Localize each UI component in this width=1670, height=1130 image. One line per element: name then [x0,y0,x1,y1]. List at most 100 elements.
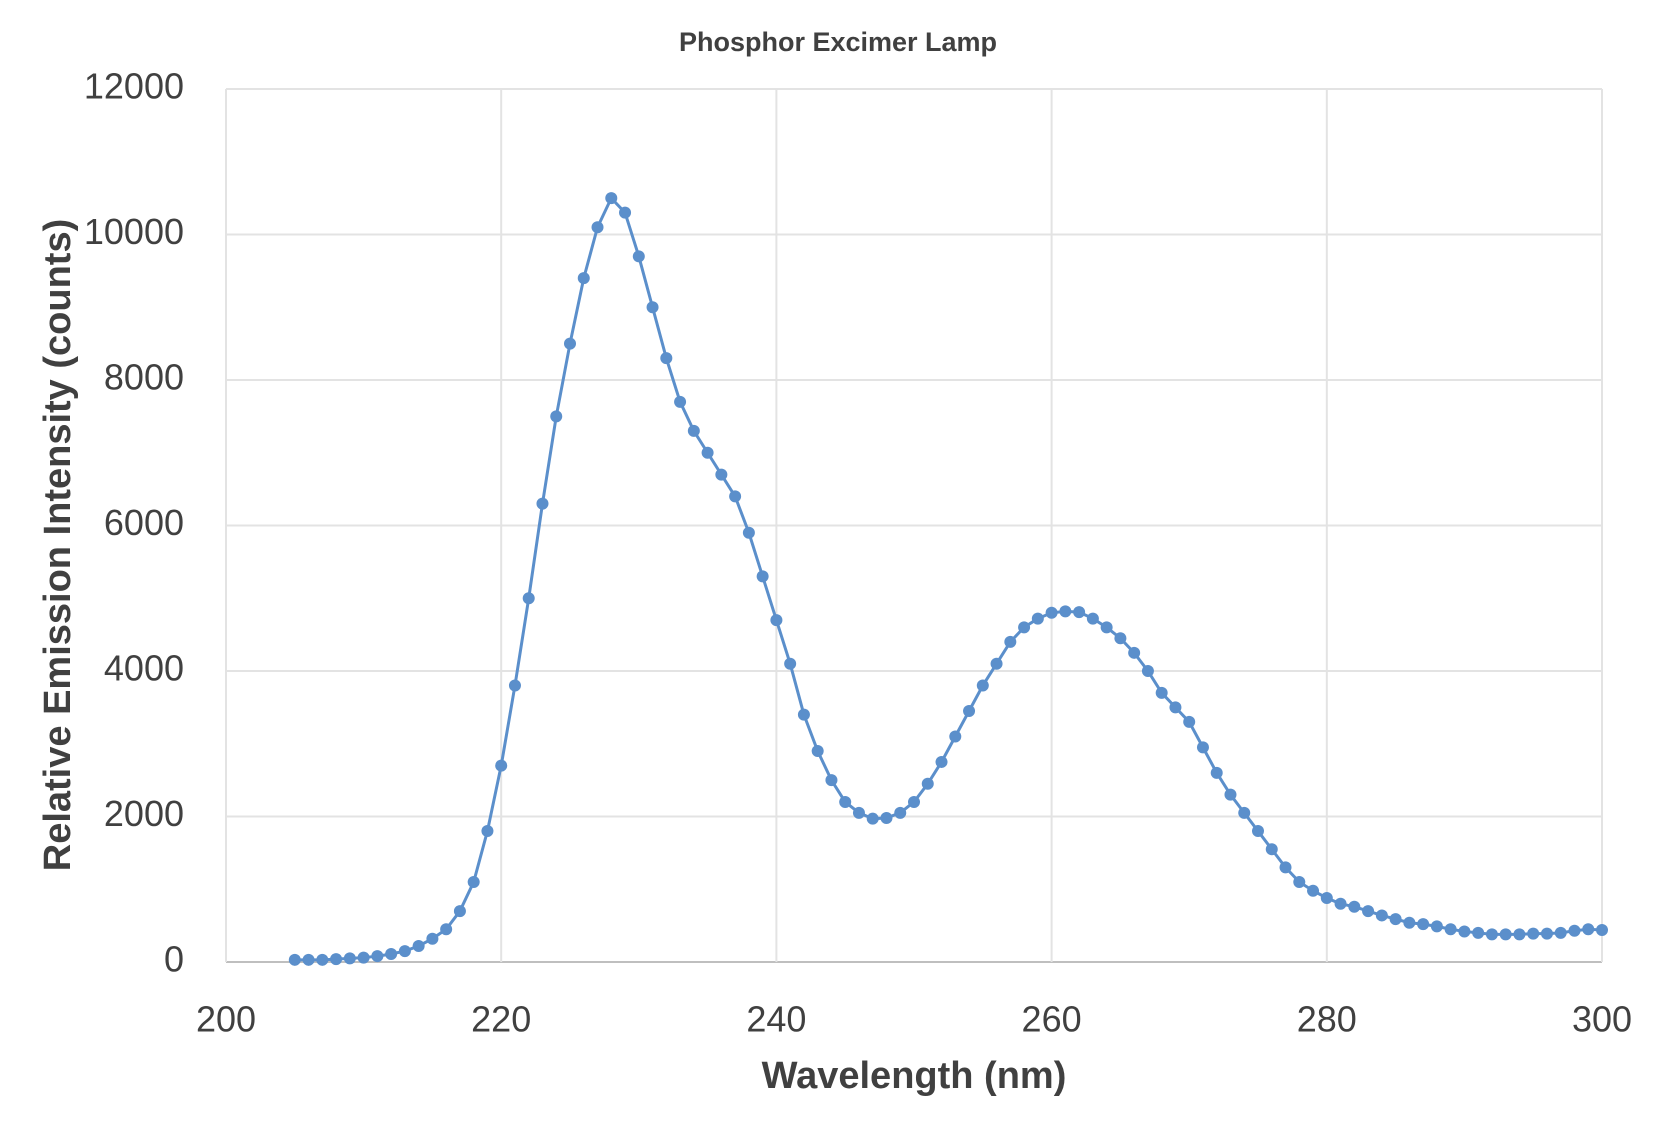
data-point [343,952,356,965]
data-point [1100,621,1113,634]
data-point [440,923,453,936]
data-point [508,679,521,692]
data-point [1540,927,1553,940]
y-tick-label: 6000 [104,502,184,543]
data-point [1458,925,1471,938]
data-point [1417,918,1430,931]
data-point [1485,928,1498,941]
x-axis-title: Wavelength (nm) [762,1055,1067,1097]
data-point [632,250,645,263]
data-point [1513,928,1526,941]
y-tick-label: 10000 [84,211,184,252]
x-tick-label: 300 [1572,999,1632,1040]
data-point [1045,606,1058,619]
data-point [976,679,989,692]
data-point [660,352,673,365]
data-point [564,337,576,350]
data-point [1252,825,1264,838]
data-point [288,953,301,966]
data-point [1389,913,1402,926]
x-tick-label: 260 [1022,999,1082,1040]
data-point [495,759,508,772]
x-tick-label: 200 [196,999,256,1040]
data-point [1334,897,1347,910]
data-point [1018,621,1031,634]
data-point [1004,635,1017,648]
data-point [1472,926,1485,939]
data-point [1362,905,1375,918]
data-point [852,806,865,819]
data-point [1265,843,1278,856]
data-point [1114,632,1127,645]
data-point [1210,766,1223,779]
data-point [1169,701,1182,714]
x-tick-label: 280 [1297,999,1357,1040]
y-tick-label: 8000 [104,357,184,398]
data-point [398,945,411,958]
data-point [371,950,384,963]
data-point [1307,884,1320,897]
data-point [1183,715,1196,728]
data-point [1086,612,1099,625]
data-point [990,657,1003,670]
data-point [839,795,852,808]
data-point [687,424,700,437]
data-point [646,301,659,314]
data-point [921,777,934,790]
data-point [1128,646,1141,659]
y-tick-label: 4000 [104,648,184,689]
data-point [701,446,714,459]
data-point [1196,741,1209,754]
data-point [605,192,618,205]
data-point [591,221,604,234]
data-point [1141,665,1154,677]
x-tick-label: 240 [746,999,806,1040]
data-point [481,825,494,838]
data-point [866,812,879,825]
data-point [1444,923,1457,936]
data-point [302,953,315,966]
data-point [550,410,563,423]
data-point [577,272,590,285]
y-tick-label: 12000 [84,66,184,107]
data-point [935,755,948,768]
data-point [1073,606,1086,619]
data-point [467,875,480,888]
data-point [770,614,783,627]
data-point [908,795,920,808]
data-point [1527,927,1540,940]
y-tick-label: 0 [164,939,184,980]
data-point [522,592,535,605]
data-point [1403,916,1416,929]
data-point [715,468,728,481]
data-point [1238,806,1251,819]
data-point [426,932,439,945]
data-point [825,774,838,787]
data-point [1293,875,1306,888]
data-point [619,206,632,219]
data-point [1430,920,1443,933]
chart-title: Phosphor Excimer Lamp [679,27,997,57]
data-point [797,708,810,721]
data-point [729,490,742,503]
data-point [1554,926,1567,939]
data-point [894,806,907,819]
y-tick-label: 2000 [104,793,184,834]
data-point [1499,928,1512,941]
data-point [880,811,893,824]
data-point [742,526,755,539]
data-point [1568,924,1581,937]
data-point [811,745,824,758]
data-point [453,905,466,918]
data-point [1031,612,1044,625]
data-point [316,953,329,966]
data-point [963,705,976,718]
data-point [1279,861,1292,874]
data-point [1348,900,1361,913]
data-point [784,657,797,670]
y-axis-title: Relative Emission Intensity (counts) [37,219,79,871]
data-point [1375,909,1388,922]
data-point [385,947,398,960]
data-point [674,395,687,408]
